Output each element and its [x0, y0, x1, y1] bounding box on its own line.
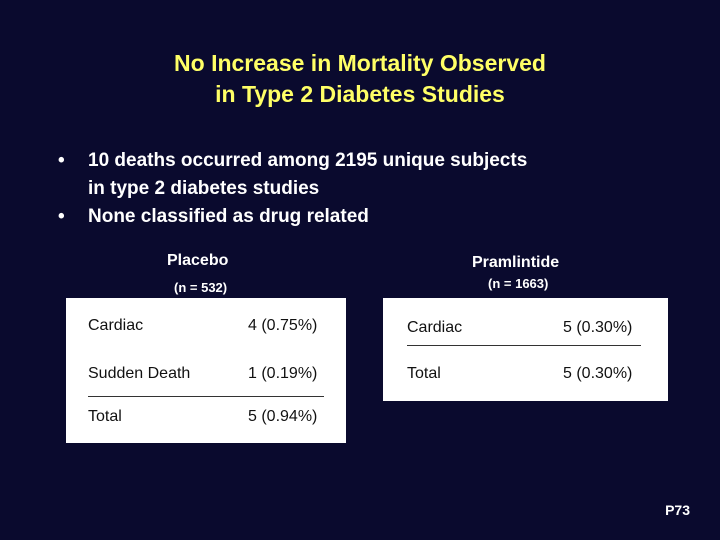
bullet-list: • 10 deaths occurred among 2195 unique s…: [58, 147, 698, 231]
placebo-row-value: 4 (0.75%): [248, 317, 318, 334]
bullet-text-line: 10 deaths occurred among 2195 unique sub…: [88, 150, 528, 171]
pramlintide-n: (n = 1663): [488, 276, 549, 291]
pramlintide-row-value: 5 (0.30%): [563, 319, 633, 336]
bullet-item: • None classified as drug related: [58, 203, 698, 231]
slide-title-line-1: No Increase in Mortality Observed: [174, 50, 546, 76]
placebo-heading: Placebo: [167, 252, 229, 269]
placebo-row-label: Cardiac: [88, 317, 144, 334]
pramlintide-row-label: Cardiac: [407, 319, 463, 336]
placebo-row-value: 5 (0.94%): [248, 408, 318, 425]
placebo-row-label: Total: [88, 408, 122, 425]
pramlintide-row-label: Total: [407, 365, 441, 382]
placebo-table: Cardiac 4 (0.75%) Sudden Death 1 (0.19%)…: [66, 298, 346, 443]
placebo-n: (n = 532): [174, 280, 228, 295]
pramlintide-heading: Pramlintide: [472, 254, 560, 271]
pramlintide-total-divider: [407, 345, 641, 346]
bullet-text-line: None classified as drug related: [88, 206, 369, 227]
bullet-dot: •: [58, 206, 65, 227]
slide-title-line-2: in Type 2 Diabetes Studies: [215, 81, 505, 107]
slide-title: No Increase in Mortality Observed in Typ…: [0, 48, 720, 110]
pramlintide-table: Cardiac 5 (0.30%) Total 5 (0.30%): [383, 298, 668, 401]
pramlintide-row-value: 5 (0.30%): [563, 365, 633, 382]
bullet-item: • 10 deaths occurred among 2195 unique s…: [58, 147, 698, 203]
page-number: P73: [665, 502, 690, 518]
bullet-text-line: in type 2 diabetes studies: [88, 178, 320, 199]
bullet-dot: •: [58, 150, 65, 171]
placebo-row-value: 1 (0.19%): [248, 365, 318, 382]
placebo-row-label: Sudden Death: [88, 365, 191, 382]
placebo-total-divider: [88, 396, 324, 397]
